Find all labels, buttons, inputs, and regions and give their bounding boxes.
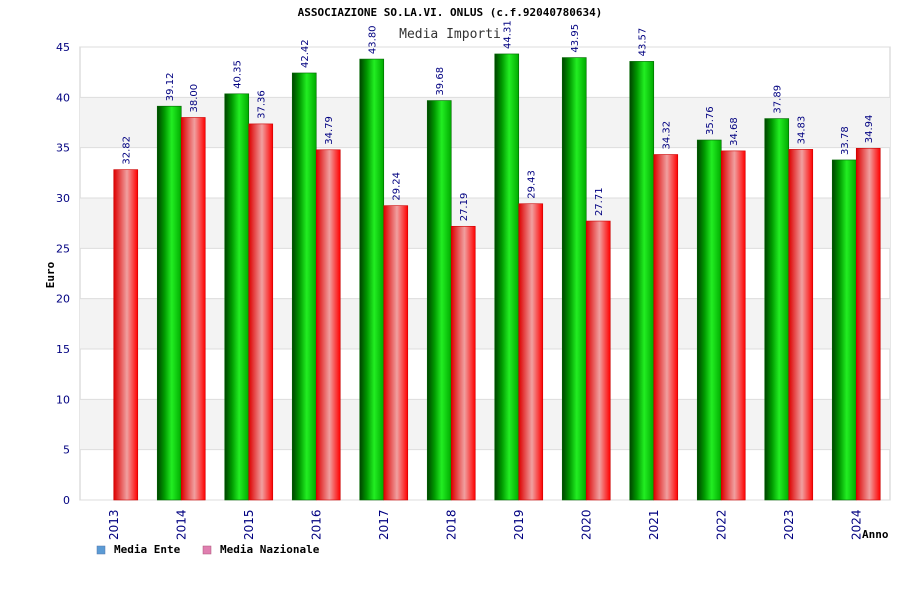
x-tick-label: 2014	[174, 509, 188, 540]
x-tick-label: 2023	[782, 509, 796, 540]
y-tick-label: 35	[56, 142, 70, 155]
grid-lines	[80, 46, 890, 501]
value-label: 34.94	[864, 115, 875, 144]
legend-swatch-media-nazionale	[202, 545, 212, 555]
y-axis-ticks: 0 5 10 15 20 25 30 35 40 45	[56, 41, 70, 507]
x-axis-ticks: 2013 2014 2015 2016 2017 2018 2019 2020 2021 2022…	[107, 509, 864, 540]
y-tick-label: 30	[56, 192, 70, 205]
value-label: 29.43	[527, 170, 538, 199]
value-labels: 32.82 39.12 38.00 40.35 37.36 42.42 34.79 43.80…	[122, 20, 876, 221]
y-tick-label: 20	[56, 293, 70, 306]
value-label: 43.80	[368, 25, 379, 54]
bar-media-nazionale	[653, 154, 679, 501]
legend-swatch-media-ente	[96, 545, 106, 555]
bar-media-ente	[426, 100, 452, 501]
bar-media-ente	[156, 105, 182, 501]
value-label: 34.83	[797, 116, 808, 145]
bar-media-nazionale	[248, 123, 274, 501]
value-label: 34.79	[324, 116, 335, 145]
bar-media-ente	[831, 159, 857, 501]
legend-label-media-ente: Media Ente	[114, 543, 181, 556]
value-label: 40.35	[233, 60, 244, 89]
grid-band	[80, 97, 890, 148]
bar-media-ente	[629, 61, 655, 501]
value-label: 27.71	[594, 187, 605, 216]
bars	[113, 53, 881, 501]
bar-media-nazionale	[585, 220, 611, 501]
y-tick-label: 15	[56, 343, 70, 356]
value-label: 27.19	[459, 193, 470, 222]
grid-band	[80, 399, 890, 450]
y-tick-label: 25	[56, 242, 70, 255]
value-label: 34.32	[662, 121, 673, 150]
x-tick-label: 2016	[309, 509, 323, 540]
bar-media-nazionale	[315, 149, 341, 501]
chart-subtitle: Media Importi	[399, 27, 501, 42]
plot-background	[79, 46, 891, 501]
bar-media-ente	[359, 58, 385, 501]
bar-media-ente	[764, 118, 790, 501]
value-label: 34.68	[729, 117, 740, 146]
bar-media-ente	[696, 139, 722, 501]
bar-media-ente	[494, 53, 520, 501]
bar-media-nazionale	[113, 169, 139, 501]
y-tick-label: 0	[63, 494, 70, 507]
value-label: 37.36	[257, 90, 268, 119]
bar-media-ente	[561, 57, 587, 501]
x-tick-label: 2017	[377, 509, 391, 540]
value-label: 44.31	[503, 20, 514, 49]
x-tick-label: 2020	[579, 509, 593, 540]
x-tick-label: 2013	[107, 509, 121, 540]
y-axis-label: Euro	[44, 261, 57, 288]
bar-media-nazionale	[518, 203, 544, 501]
value-label: 38.00	[189, 84, 200, 113]
x-tick-label: 2024	[849, 509, 863, 540]
x-axis-label: Anno	[862, 528, 889, 541]
x-tick-label: 2015	[242, 509, 256, 540]
value-label: 42.42	[300, 39, 311, 68]
bar-media-ente	[291, 72, 317, 501]
bar-media-nazionale	[788, 149, 814, 501]
y-tick-label: 45	[56, 41, 70, 54]
value-label: 43.57	[638, 28, 649, 57]
x-tick-label: 2022	[714, 509, 728, 540]
x-tick-label: 2019	[512, 509, 526, 540]
y-tick-label: 40	[56, 91, 70, 104]
value-label: 33.78	[840, 126, 851, 155]
x-tick-label: 2021	[647, 509, 661, 540]
y-tick-label: 5	[63, 444, 70, 457]
bar-media-ente	[224, 93, 250, 501]
bar-media-nazionale	[383, 205, 409, 501]
chart-title: ASSOCIAZIONE SO.LA.VI. ONLUS (c.f.920407…	[298, 6, 603, 19]
legend-label-media-nazionale: Media Nazionale	[220, 543, 320, 556]
x-tick-label: 2018	[444, 509, 458, 540]
bar-media-nazionale	[720, 150, 746, 501]
value-label: 32.82	[122, 136, 133, 165]
bar-media-nazionale	[855, 147, 881, 501]
y-tick-label: 10	[56, 393, 70, 406]
grid-band	[80, 298, 890, 349]
value-label: 39.68	[435, 67, 446, 96]
grid-band	[80, 198, 890, 249]
bar-media-nazionale	[450, 225, 476, 501]
value-label: 43.95	[570, 24, 581, 53]
value-label: 35.76	[705, 106, 716, 135]
bar-media-nazionale	[180, 117, 206, 501]
value-label: 39.12	[165, 73, 176, 102]
legend: Media Ente Media Nazionale	[96, 543, 320, 556]
value-label: 29.24	[392, 172, 403, 201]
value-label: 37.89	[773, 85, 784, 114]
